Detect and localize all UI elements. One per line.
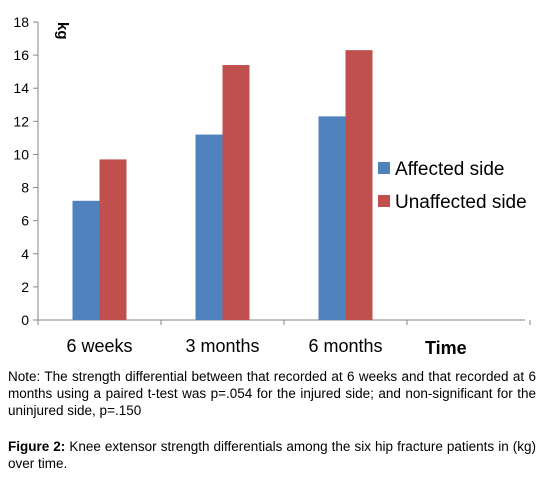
x-tick-label: 3 months (185, 336, 259, 356)
chart-note: Note: The strength differential between … (8, 369, 536, 418)
legend-swatch (378, 195, 390, 207)
figure-caption: Figure 2: Knee extensor strength differe… (8, 438, 536, 472)
legend-swatch (378, 162, 390, 174)
figure-label: Figure 2: (8, 439, 66, 454)
bar-affected (318, 116, 346, 320)
y-axis-label: kg (54, 22, 71, 40)
bar-unaffected (345, 50, 373, 321)
y-tick-label: 14 (13, 80, 29, 96)
y-tick-label: 16 (13, 47, 29, 63)
y-axis: 0 2 4 6 8 10 12 14 16 18 (13, 14, 39, 328)
y-tick-label: 8 (21, 180, 29, 196)
y-tick-label: 0 (21, 312, 29, 328)
legend-label: Unaffected side (395, 192, 527, 213)
bar-unaffected (99, 159, 127, 320)
y-tick-label: 2 (21, 279, 29, 295)
bars (72, 50, 373, 321)
figure-caption-text: Knee extensor strength differentials amo… (8, 439, 536, 471)
bar-unaffected (222, 65, 250, 321)
legend-label: Affected side (395, 159, 505, 180)
x-axis-label: Time (425, 338, 467, 358)
y-tick-label: 12 (13, 113, 29, 129)
x-tick-label: 6 weeks (66, 336, 132, 356)
legend: Affected side Unaffected side (378, 159, 527, 213)
bar-affected (72, 200, 100, 320)
bar-affected (195, 134, 223, 320)
y-tick-label: 10 (13, 146, 29, 162)
x-tick-label: 6 months (308, 336, 382, 356)
y-tick-label: 4 (21, 246, 29, 262)
y-tick-label: 18 (13, 14, 29, 30)
y-tick-label: 6 (21, 213, 29, 229)
